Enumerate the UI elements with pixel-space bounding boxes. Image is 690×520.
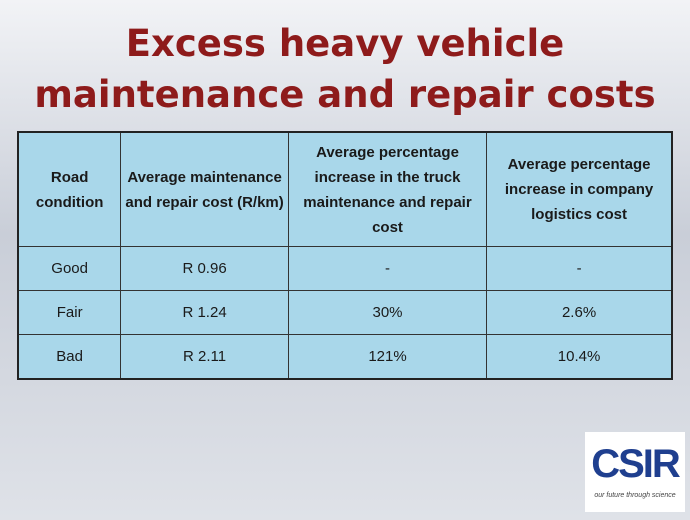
table-cell: 121% [287, 334, 488, 380]
table-cell: 30% [287, 290, 488, 335]
table-cell: R 1.24 [120, 290, 289, 335]
table-row: Fair R 1.24 30% 2.6% [17, 290, 673, 335]
logo-mark: CSIR [591, 442, 681, 486]
table-cell: Good [17, 246, 122, 291]
column-header: Average maintenance and repair cost (R/k… [120, 131, 289, 247]
logo: CSIR our future through science [585, 432, 685, 512]
column-header: Average percentage increase in company l… [486, 131, 673, 247]
table-row: Good R 0.96- - [17, 246, 673, 291]
slide-title: Excess heavy vehicle maintenance and rep… [34, 22, 656, 116]
column-header: Average percentage increase in the truck… [287, 131, 488, 247]
table-cell: - [287, 246, 488, 291]
table-cell: 2.6% [486, 290, 673, 335]
table-body: Good R 0.96- - Fair R 1.24 30% 2.6% Bad R 2.11 12… [17, 246, 673, 380]
cost-table: Road condition Average maintenance and re… [17, 131, 673, 380]
logo-tagline: our future through science [594, 492, 676, 499]
table-row: Bad R 2.11 121% 10.4% [17, 334, 673, 380]
table-cell: R 2.11 [120, 334, 289, 380]
column-header: Road condition [17, 131, 122, 247]
table-cell: Bad [17, 334, 122, 380]
header-row: Road condition Average maintenance and re… [17, 131, 673, 247]
table-cell: 10.4% [486, 334, 673, 380]
table-cell: - [486, 246, 673, 291]
table-cell: Fair [17, 290, 122, 335]
table-cell: R 0.96 [120, 246, 289, 291]
